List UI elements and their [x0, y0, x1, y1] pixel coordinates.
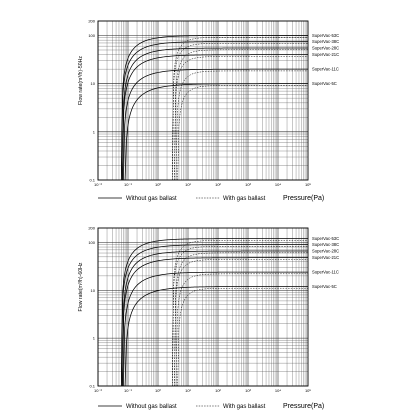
series-line-supervac-28c	[122, 47, 308, 181]
x-tick-label: 10⁻²	[94, 182, 103, 187]
x-tick-label: 10³	[245, 182, 251, 187]
x-tick-label: 10¹	[185, 388, 191, 393]
series-ballast-line-supervac-28c	[174, 252, 308, 387]
series-label: SuperVac-28C	[312, 46, 339, 51]
x-tick-label: 10²	[215, 182, 221, 187]
legend-solid-label: Without gas ballast	[126, 196, 177, 202]
chart-60hz: 10⁻² 10⁻¹ 10⁰ 10¹ 10² 10³ 10⁴ 10⁵ 200 100 10 1 0.1 Fl…	[78, 226, 339, 411]
y-axis-label: Flow rate(m³/h)-50Hz	[78, 56, 84, 105]
series-ballast-line-supervac-5c	[177, 287, 308, 387]
series-label: SuperVac-11C	[312, 270, 339, 275]
y-tick-label: 0.1	[89, 384, 95, 389]
series-label: SuperVac-53C	[312, 33, 339, 38]
series-ballast-line-supervac-11c	[175, 273, 308, 387]
x-tick-label: 10⁻²	[94, 388, 103, 393]
series-line-supervac-21c	[122, 257, 308, 387]
series-ballast-line-supervac-53c	[172, 36, 308, 181]
x-tick-label: 10⁵	[305, 388, 311, 393]
x-tick-label: 10⁻¹	[124, 182, 133, 187]
legend-dashed-label: With gas ballast	[223, 404, 266, 410]
y-axis-label: Flow rate(m³/h)-60Hz	[78, 262, 84, 311]
legend-dashed-label: With gas ballast	[223, 196, 266, 202]
series-label: SuperVac-53C	[312, 236, 339, 241]
x-tick-label: 10²	[215, 388, 221, 393]
x-tick-label: 10⁰	[155, 182, 161, 187]
x-axis-label: Pressure(Pa)	[283, 403, 324, 410]
series-line-supervac-11c	[122, 271, 308, 387]
series-label: SuperVac-38C	[312, 242, 339, 247]
x-tick-label: 10⁰	[155, 388, 161, 393]
series-label: SuperVac-28C	[312, 249, 339, 254]
series-label: SuperVac-11C	[312, 67, 339, 72]
x-tick-label: 10¹	[185, 182, 191, 187]
series-label: SuperVac-5C	[312, 81, 337, 86]
y-tick-label: 10	[91, 81, 96, 86]
y-tick-label: 1	[93, 336, 96, 341]
series-ballast-line-supervac-38c	[172, 43, 308, 181]
y-tick-label: 100	[88, 240, 95, 245]
x-tick-label: 10⁴	[275, 182, 281, 187]
y-tick-label: 200	[88, 19, 95, 24]
series-line-supervac-53c	[120, 35, 308, 181]
series-line-supervac-38c	[120, 41, 308, 181]
x-tick-label: 10⁵	[305, 182, 311, 187]
y-tick-label: 100	[88, 33, 95, 38]
series-line-supervac-21c	[122, 54, 308, 181]
series-label: SuperVac-21C	[312, 52, 339, 57]
series-line-supervac-38c	[120, 244, 308, 387]
x-tick-label: 10⁻¹	[124, 388, 133, 393]
chart-50hz: 10⁻² 10⁻¹ 10⁰ 10¹ 10² 10³ 10⁴ 10⁵ 200 100 10 1 0.1 Fl…	[78, 19, 339, 203]
series-line-supervac-53c	[120, 238, 308, 387]
plot-frame	[97, 227, 309, 387]
series-ballast-line-supervac-21c	[174, 56, 308, 181]
series-ballast-line-supervac-11c	[175, 70, 308, 181]
series-ballast-line-supervac-5c	[177, 85, 308, 181]
series-ballast-line-supervac-21c	[174, 259, 308, 387]
y-tick-label: 200	[88, 226, 95, 231]
series-label: SuperVac-5C	[312, 284, 337, 289]
series-label: SuperVac-38C	[312, 39, 339, 44]
series-line-supervac-5c	[124, 83, 308, 181]
series-line-supervac-28c	[122, 250, 308, 387]
x-axis-label: Pressure(Pa)	[283, 195, 324, 202]
y-tick-label: 1	[93, 129, 96, 134]
series-ballast-line-supervac-53c	[172, 240, 308, 387]
series-line-supervac-11c	[122, 68, 308, 181]
x-tick-label: 10⁴	[275, 388, 281, 393]
series-line-supervac-5c	[124, 286, 308, 387]
y-tick-label: 10	[91, 288, 96, 293]
plot-frame	[97, 20, 309, 181]
legend-solid-label: Without gas ballast	[126, 404, 177, 410]
y-tick-label: 0.1	[89, 178, 95, 183]
x-tick-label: 10³	[245, 388, 251, 393]
series-ballast-line-supervac-28c	[174, 49, 308, 181]
series-label: SuperVac-21C	[312, 255, 339, 260]
series-ballast-line-supervac-38c	[172, 246, 308, 387]
